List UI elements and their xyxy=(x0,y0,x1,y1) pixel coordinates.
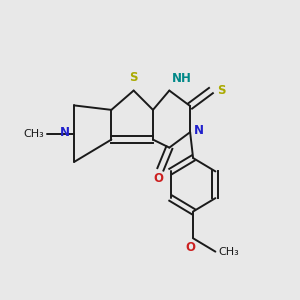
Text: N: N xyxy=(194,124,204,137)
Text: S: S xyxy=(129,71,138,84)
Text: S: S xyxy=(217,84,225,97)
Text: CH₃: CH₃ xyxy=(218,247,239,257)
Text: NH: NH xyxy=(172,72,192,85)
Text: CH₃: CH₃ xyxy=(24,129,44,139)
Text: O: O xyxy=(153,172,163,185)
Text: N: N xyxy=(60,126,70,139)
Text: O: O xyxy=(186,241,196,254)
